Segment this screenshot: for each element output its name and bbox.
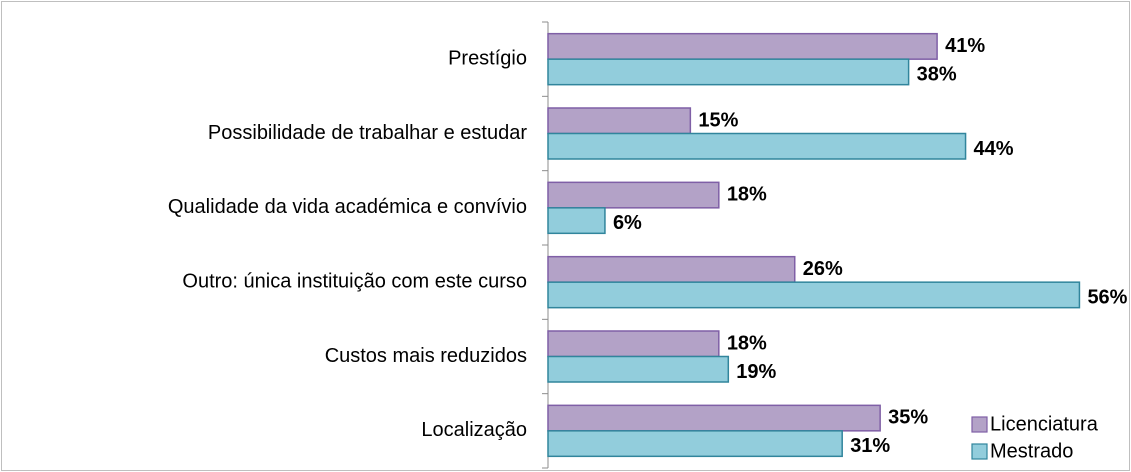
value-label: 56%: [1087, 286, 1127, 308]
bar: [547, 404, 881, 432]
category-label: Prestígio: [448, 47, 527, 69]
bar: [547, 207, 606, 235]
value-label: 19%: [736, 361, 776, 383]
category-label: Outro: única instituição com este curso: [182, 270, 527, 292]
category-label: Qualidade da vida académica e convívio: [168, 196, 527, 218]
bar: [547, 107, 692, 135]
value-label: 18%: [727, 184, 767, 206]
value-label: 31%: [850, 435, 890, 457]
bar: [547, 281, 1081, 309]
bar: [547, 330, 720, 358]
value-label: 35%: [888, 407, 928, 429]
legend-label: Licenciatura: [990, 413, 1099, 435]
value-label: 38%: [917, 63, 957, 85]
legend-swatch: [971, 416, 988, 433]
legend-swatch: [971, 443, 988, 460]
bar: [547, 181, 720, 209]
value-label: 15%: [698, 109, 738, 131]
bar: [547, 58, 910, 86]
category-label: Custos mais reduzidos: [325, 345, 527, 367]
legend-label: Mestrado: [990, 440, 1073, 462]
bar: [547, 355, 730, 383]
bar: [547, 255, 796, 283]
bar: [547, 132, 967, 160]
value-label: 26%: [803, 258, 843, 280]
value-label: 6%: [613, 212, 642, 234]
value-label: 18%: [727, 332, 767, 354]
bar: [547, 32, 938, 60]
bar: [547, 430, 843, 458]
category-label: Localização: [421, 419, 527, 441]
category-label: Possibilidade de trabalhar e estudar: [208, 122, 527, 144]
value-label: 44%: [974, 138, 1014, 160]
value-label: 41%: [945, 35, 985, 57]
